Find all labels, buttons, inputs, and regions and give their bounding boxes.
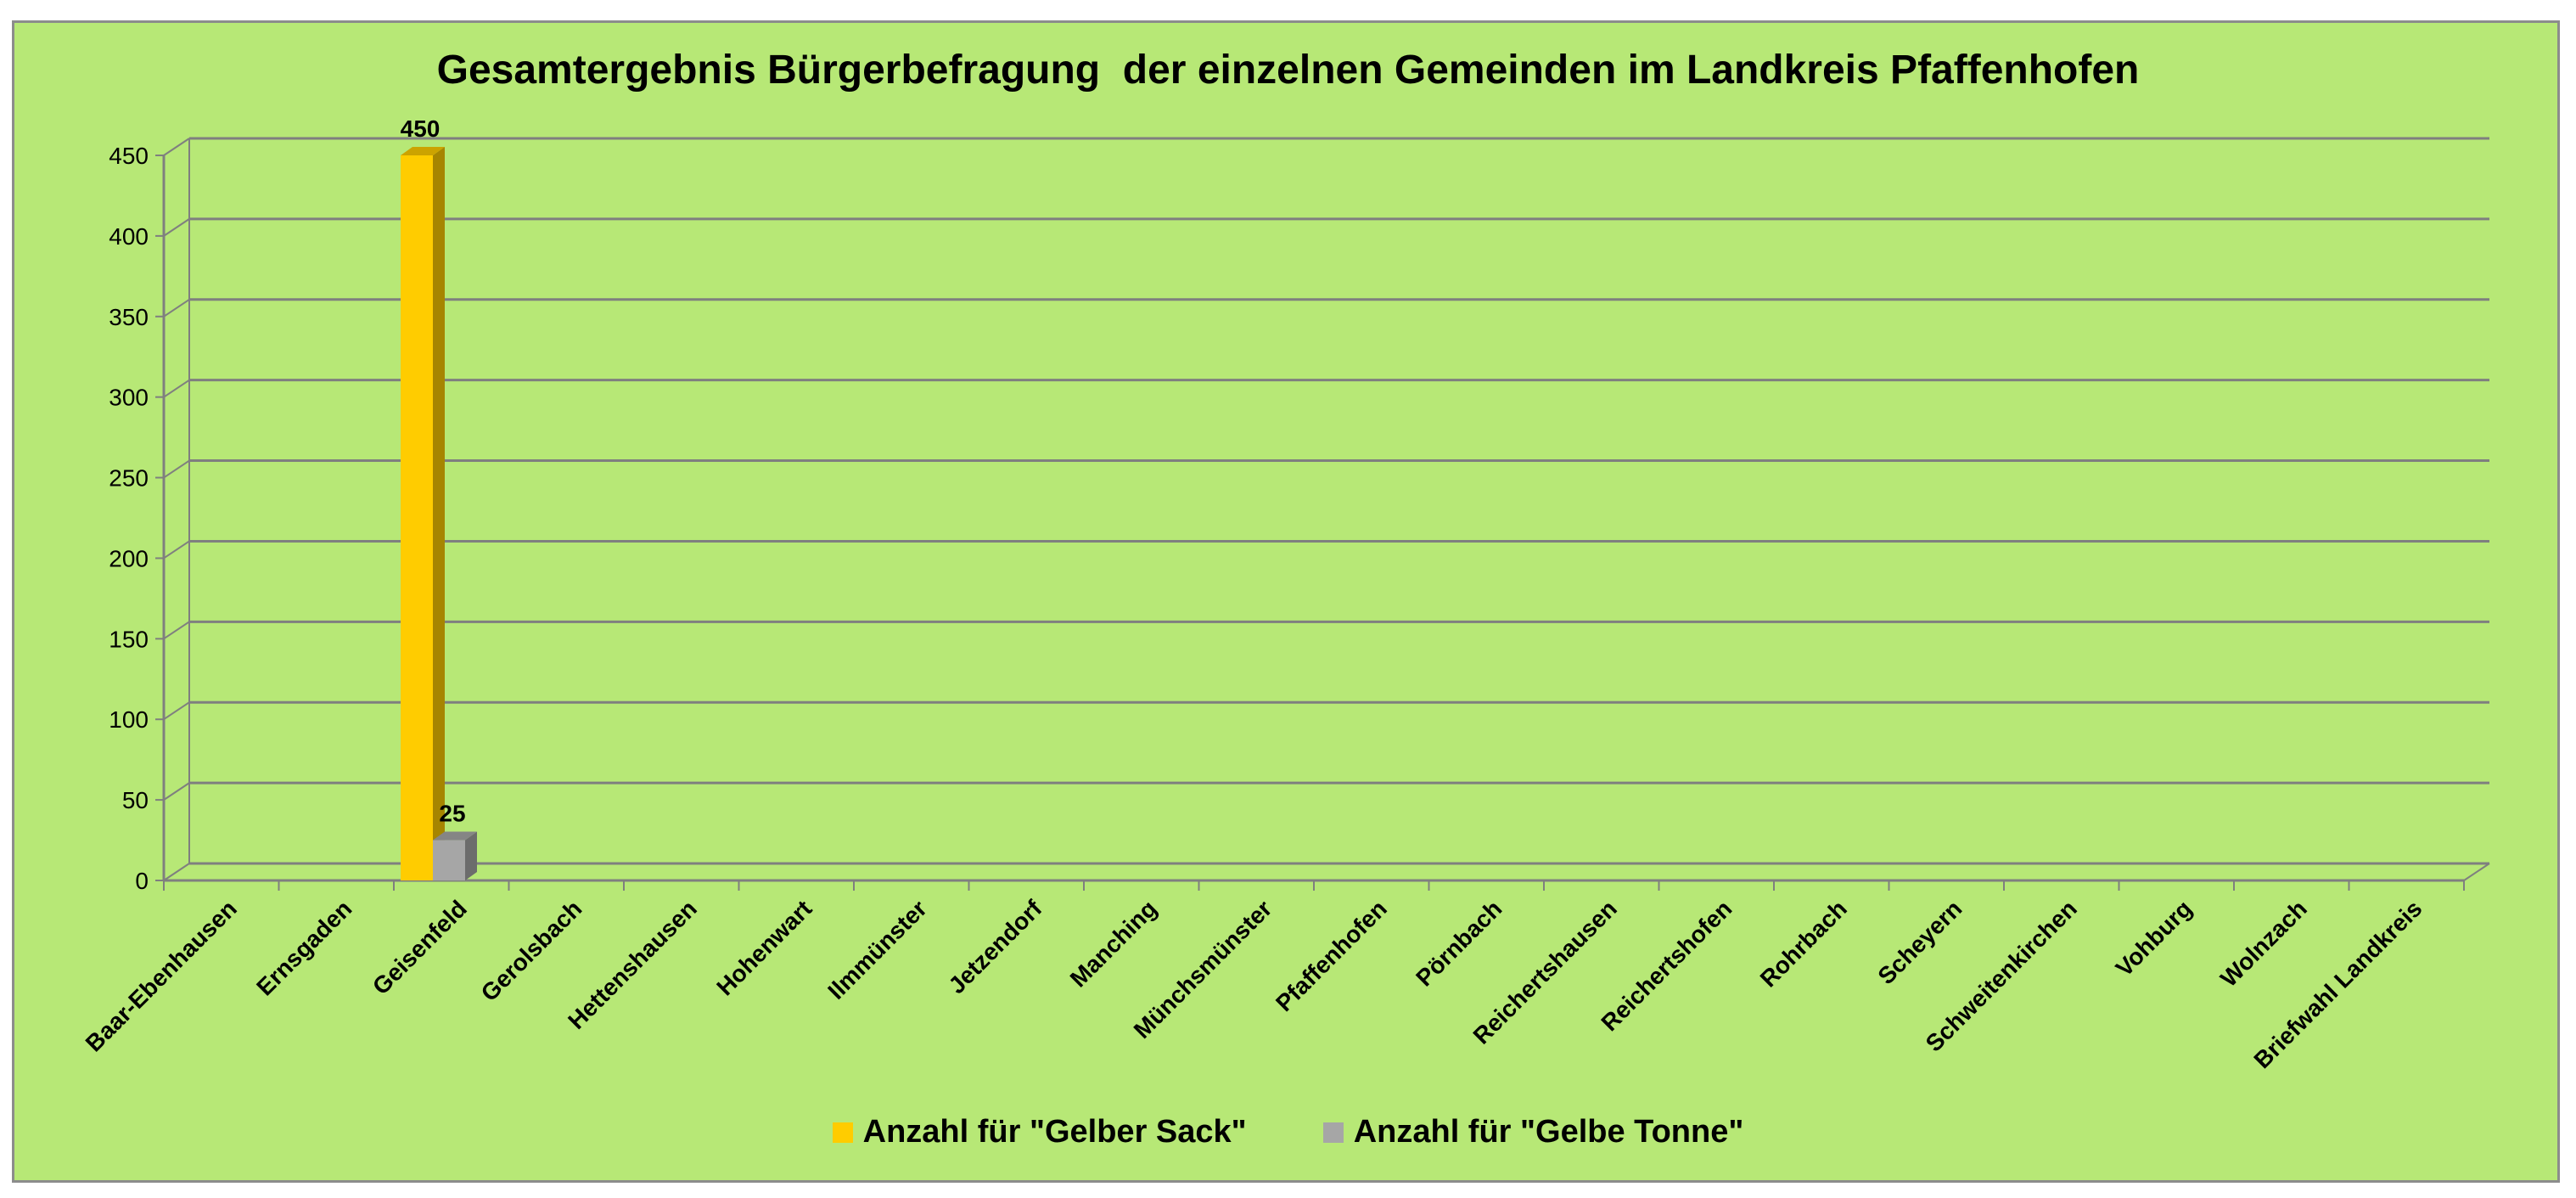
x-tick-label: Wolnzach	[2215, 895, 2312, 992]
x-tick-label: Scheyern	[1872, 895, 1967, 989]
bar-side	[465, 831, 477, 880]
x-tick-label: Geisenfeld	[368, 895, 472, 999]
gridline-depth	[163, 218, 190, 237]
legend-item-gelbe-tonne: Anzahl für "Gelbe Tonne"	[1322, 1114, 1744, 1150]
data-label: 25	[439, 801, 465, 827]
legend-label-gelber-sack: Anzahl für "Gelber Sack"	[862, 1114, 1247, 1150]
gridline-depth	[163, 621, 190, 640]
y-tick-label: 300	[109, 385, 149, 411]
gridline-depth	[163, 459, 190, 479]
legend-swatch-gelbe-tonne	[1322, 1122, 1344, 1143]
bar-side	[433, 147, 445, 880]
gridline-depth	[163, 863, 190, 881]
bar	[433, 840, 465, 880]
legend-label-gelbe-tonne: Anzahl für "Gelbe Tonne"	[1353, 1114, 1744, 1150]
gridline-depth	[163, 298, 190, 318]
x-tick-label: Gerolsbach	[476, 895, 587, 1006]
legend-swatch-gelber-sack	[832, 1122, 853, 1143]
x-tick-label: Jetzendorf	[943, 895, 1047, 999]
x-tick-label: Rohrbach	[1755, 895, 1852, 992]
y-tick-label: 100	[109, 706, 149, 733]
x-tick-label: Pörnbach	[1411, 895, 1507, 991]
x-tick-label: Pfaffenhofen	[1271, 895, 1392, 1016]
gridline-depth	[163, 782, 190, 801]
chart-title: Gesamtergebnis Bürgerbefragung der einze…	[436, 48, 2140, 93]
x-tick-label: Baar-Ebenhausen	[81, 895, 242, 1056]
y-tick-label: 350	[109, 304, 149, 330]
y-tick-label: 150	[109, 626, 149, 652]
y-tick-label: 250	[109, 465, 149, 492]
y-tick-label: 450	[109, 143, 149, 169]
y-tick-label: 400	[109, 223, 149, 250]
x-tick-label: Manching	[1065, 895, 1162, 992]
x-tick-label: Ernsgaden	[251, 895, 356, 1000]
gridline-depth	[163, 138, 190, 156]
legend-item-gelber-sack: Anzahl für "Gelber Sack"	[832, 1114, 1247, 1150]
x-axis-depth	[2463, 863, 2490, 881]
x-tick-label: Vohburg	[2111, 895, 2197, 981]
y-tick-label: 0	[135, 868, 149, 894]
legend: Anzahl für "Gelber Sack" Anzahl für "Gel…	[0, 1114, 2576, 1150]
gridline-depth	[163, 379, 190, 398]
gridline-depth	[163, 701, 190, 721]
bar-top	[401, 147, 445, 155]
x-tick-label: Hohenwart	[711, 895, 817, 1000]
y-tick-label: 200	[109, 545, 149, 571]
x-tick-label: Ilmmünster	[822, 895, 932, 1004]
gridline-depth	[163, 540, 190, 560]
bar	[401, 155, 433, 880]
y-tick-label: 50	[122, 787, 149, 813]
data-label: 450	[401, 115, 441, 142]
bar-top	[433, 831, 477, 841]
